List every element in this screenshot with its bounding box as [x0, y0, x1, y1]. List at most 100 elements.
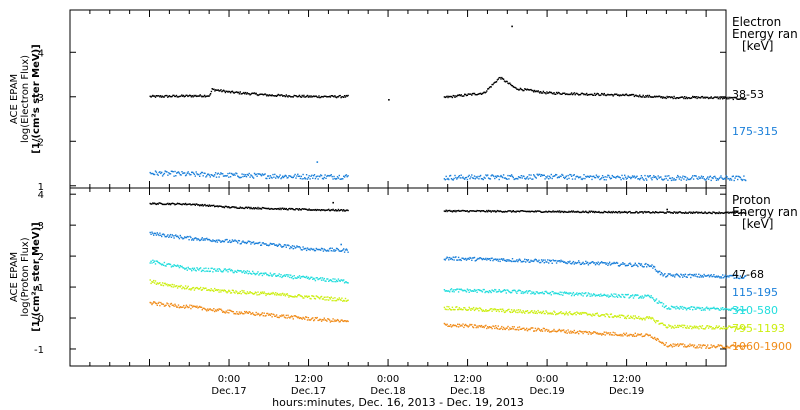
data-point: [455, 211, 457, 213]
data-point: [468, 93, 470, 95]
data-point: [179, 306, 181, 308]
data-point: [677, 274, 679, 277]
data-point: [474, 260, 476, 262]
data-point: [644, 210, 646, 213]
data-point: [161, 203, 164, 206]
data-point: [548, 329, 550, 331]
data-point: [338, 279, 340, 282]
data-point: [239, 290, 241, 293]
data-point: [300, 175, 302, 178]
data-point: [467, 175, 469, 178]
data-point: [270, 313, 272, 315]
data-point: [716, 96, 719, 98]
data-point: [640, 317, 643, 320]
data-point: [712, 97, 714, 100]
data-point: [507, 260, 509, 262]
data-point: [535, 90, 537, 92]
data-point: [173, 305, 175, 307]
data-point: [454, 308, 456, 311]
data-point: [495, 289, 497, 291]
data-point: [306, 178, 309, 180]
data-point: [447, 177, 449, 180]
data-point: [608, 295, 611, 297]
data-point: [646, 211, 649, 213]
legend-title-line: Energy ran: [732, 205, 798, 219]
data-point: [149, 95, 151, 97]
data-point: [173, 284, 175, 286]
data-point: [537, 260, 539, 263]
data-point: [617, 315, 620, 318]
data-point: [663, 274, 665, 276]
data-point: [206, 95, 208, 97]
data-point: [198, 173, 200, 176]
data-point: [555, 93, 557, 95]
data-point: [466, 178, 469, 181]
data-point: [654, 176, 657, 178]
data-point: [691, 327, 693, 330]
data-point: [659, 341, 661, 343]
data-point: [600, 332, 602, 335]
data-point: [237, 292, 240, 294]
data-point: [633, 335, 636, 337]
data-point: [290, 246, 292, 248]
data-point: [230, 90, 233, 93]
data-point: [268, 274, 271, 277]
data-point: [580, 263, 583, 265]
data-point: [680, 325, 682, 328]
data-point: [717, 179, 719, 181]
data-point: [165, 236, 167, 238]
data-point: [206, 289, 209, 291]
data-point: [691, 97, 693, 99]
data-point: [584, 177, 586, 180]
data-point: [322, 319, 325, 321]
data-point: [589, 262, 591, 265]
data-point: [323, 248, 325, 250]
data-point: [525, 291, 527, 293]
data-point: [736, 175, 738, 177]
data-point: [579, 176, 582, 178]
data-point: [331, 247, 333, 249]
data-point: [503, 259, 506, 262]
data-point: [680, 179, 682, 181]
data-point: [240, 176, 242, 179]
data-point: [452, 324, 454, 326]
data-point: [547, 330, 549, 332]
data-point: [276, 274, 279, 277]
data-point: [652, 337, 654, 339]
data-point: [317, 319, 319, 322]
data-point: [202, 307, 204, 309]
data-point: [343, 279, 345, 281]
data-point: [220, 172, 222, 174]
data-point: [221, 271, 223, 273]
data-point: [464, 290, 467, 292]
data-point: [733, 277, 735, 279]
data-point: [701, 275, 704, 277]
data-point: [563, 92, 565, 94]
data-point: [472, 177, 474, 179]
data-point: [629, 317, 631, 319]
data-point: [468, 306, 470, 309]
data-point: [315, 295, 317, 297]
data-point: [598, 315, 600, 317]
data-point: [240, 270, 242, 272]
data-point: [158, 171, 160, 174]
data-point: [555, 313, 557, 316]
data-point: [684, 344, 686, 346]
data-point: [204, 270, 206, 273]
data-point: [492, 290, 494, 292]
data-point: [542, 90, 545, 93]
data-point: [694, 212, 696, 214]
data-point: [474, 324, 476, 326]
data-point: [217, 270, 219, 272]
data-point: [624, 176, 627, 178]
data-point: [555, 173, 557, 176]
data-point: [638, 315, 640, 318]
data-point: [576, 331, 578, 334]
data-point: [301, 295, 303, 298]
data-point: [513, 86, 515, 88]
data-point: [666, 274, 669, 277]
data-point: [689, 178, 691, 181]
data-point: [214, 172, 217, 174]
data-point: [711, 212, 713, 215]
data-point: [627, 293, 629, 296]
